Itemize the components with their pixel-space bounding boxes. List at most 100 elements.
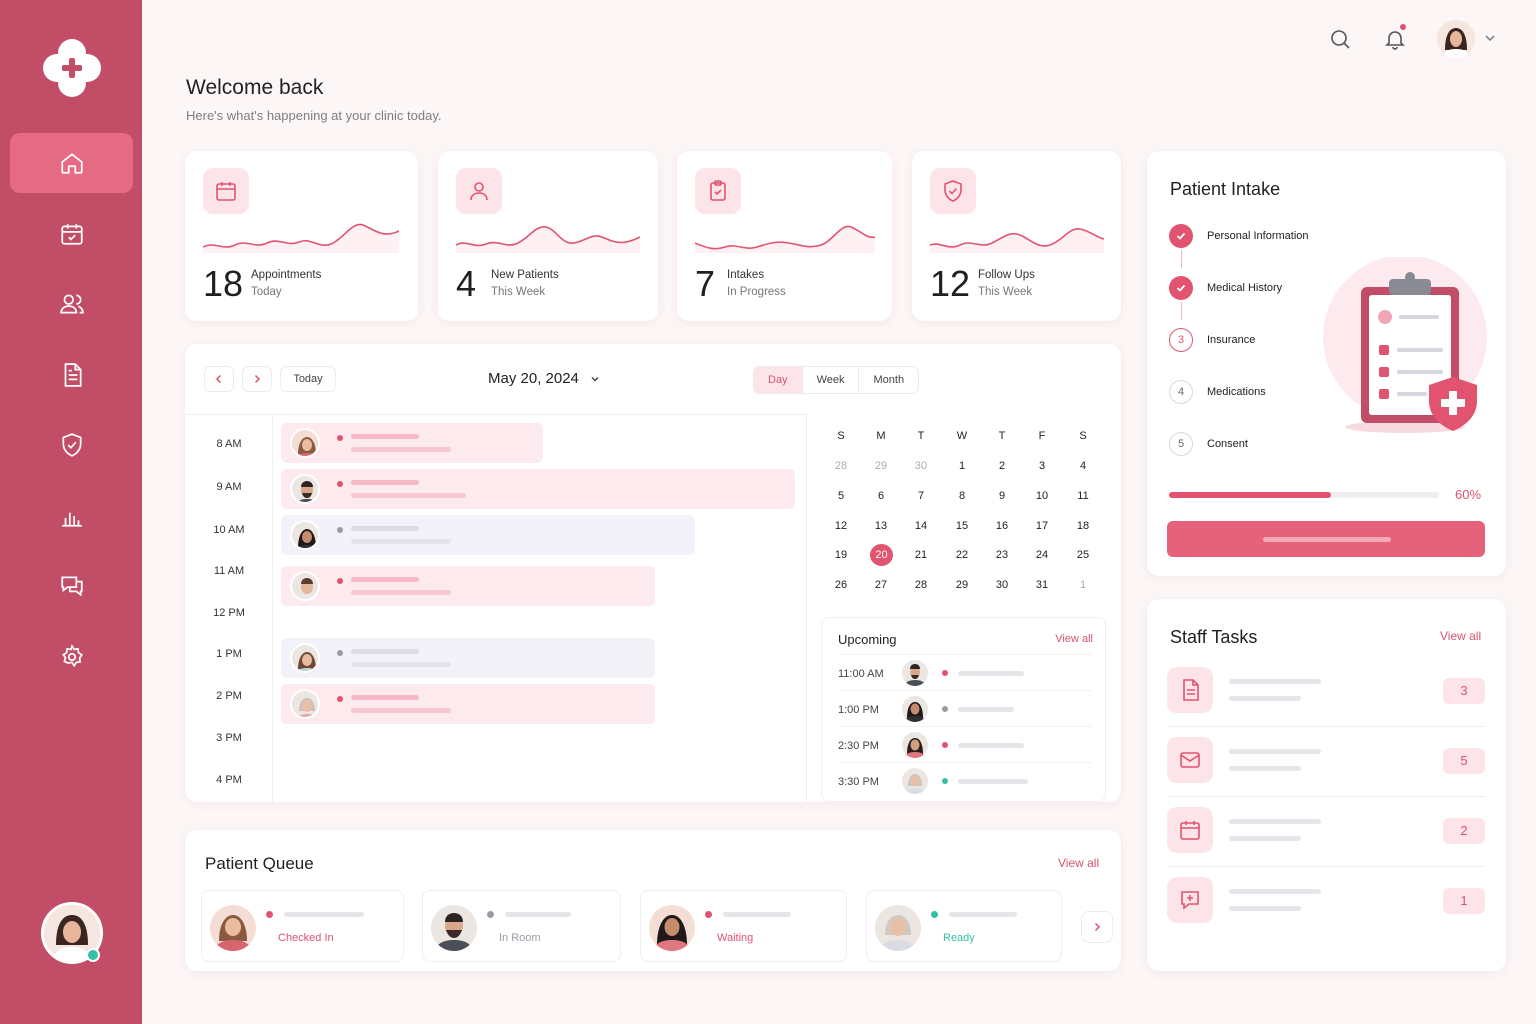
calendar-day[interactable]: 16 <box>995 520 1009 532</box>
calendar-day[interactable]: 24 <box>1035 549 1049 561</box>
continue-intake-button[interactable] <box>1167 521 1485 557</box>
intake-step[interactable]: 4 Medications <box>1169 380 1266 404</box>
task-item[interactable]: 1 <box>1167 867 1485 937</box>
calendar-day[interactable]: 30 <box>914 460 928 472</box>
chevron-down-icon[interactable] <box>1482 30 1498 46</box>
tab-month[interactable]: Month <box>858 367 918 393</box>
task-item[interactable]: 2 <box>1167 797 1485 867</box>
bar-chart-icon <box>61 512 82 527</box>
upcoming-view-all-link[interactable]: View all <box>1055 633 1093 645</box>
calendar-day[interactable]: 12 <box>834 520 848 532</box>
calendar-day-selected[interactable]: 20 <box>870 544 893 566</box>
intake-step[interactable]: Medical History <box>1169 276 1282 300</box>
stat-card-intakes[interactable]: 7 Intakes In Progress <box>677 151 892 321</box>
calendar-day[interactable]: 18 <box>1076 520 1090 532</box>
task-item[interactable]: 5 <box>1167 727 1485 797</box>
placeholder-bar <box>1229 696 1301 701</box>
calendar-day[interactable]: 30 <box>995 579 1009 591</box>
appointment-block[interactable] <box>281 566 655 606</box>
tab-day[interactable]: Day <box>754 367 802 393</box>
calendar-day[interactable]: 5 <box>837 490 845 502</box>
nav-reports[interactable] <box>10 486 133 546</box>
upcoming-item[interactable]: 2:30 PM <box>838 726 1092 762</box>
intake-step[interactable]: 5 Consent <box>1169 432 1248 456</box>
shield-check-icon <box>944 180 962 202</box>
calendar-day[interactable]: 23 <box>995 549 1009 561</box>
notifications-button[interactable] <box>1380 24 1410 54</box>
calendar-day[interactable]: 7 <box>917 490 925 502</box>
appointment-block[interactable] <box>281 515 695 555</box>
search-button[interactable] <box>1325 24 1355 54</box>
calendar-day[interactable]: 11 <box>1077 490 1089 502</box>
next-day-button[interactable] <box>242 366 272 392</box>
calendar-day[interactable]: 8 <box>958 490 966 502</box>
weekday-label: F <box>1038 430 1046 442</box>
stat-icon-box <box>203 168 249 214</box>
calendar-day[interactable]: 22 <box>955 549 969 561</box>
calendar-day[interactable]: 29 <box>874 460 888 472</box>
calendar-day[interactable]: 10 <box>1035 490 1049 502</box>
intake-step[interactable]: Personal Information <box>1169 224 1309 248</box>
page-subtitle: Here's what's happening at your clinic t… <box>186 108 442 123</box>
calendar-day[interactable]: 1 <box>1079 579 1087 591</box>
upcoming-item[interactable]: 3:30 PM <box>838 762 1092 798</box>
calendar-day[interactable]: 15 <box>955 520 969 532</box>
profile-avatar[interactable] <box>1437 20 1475 58</box>
tab-week[interactable]: Week <box>801 367 859 393</box>
staff-tasks-view-all-link[interactable]: View all <box>1440 629 1482 643</box>
nav-calendar[interactable] <box>10 204 133 264</box>
calendar-day[interactable]: 28 <box>834 460 848 472</box>
calendar-day[interactable]: 19 <box>834 549 848 561</box>
calendar-day[interactable]: 29 <box>955 579 969 591</box>
appointment-block[interactable] <box>281 684 655 724</box>
calendar-day[interactable]: 31 <box>1035 579 1049 591</box>
calendar-day[interactable]: 26 <box>834 579 848 591</box>
queue-view-all-link[interactable]: View all <box>1058 856 1100 870</box>
calendar-day[interactable]: 14 <box>914 520 928 532</box>
calendar-day[interactable]: 6 <box>877 490 885 502</box>
upcoming-item[interactable]: 1:00 PM <box>838 690 1092 726</box>
calendar-day[interactable]: 13 <box>874 520 888 532</box>
placeholder-bar <box>1229 836 1301 841</box>
time-label: 3 PM <box>216 732 242 744</box>
placeholder-bar <box>284 912 364 917</box>
queue-item[interactable]: Checked In <box>201 890 404 962</box>
today-button[interactable]: Today <box>280 366 336 392</box>
calendar-day[interactable]: 4 <box>1079 460 1087 472</box>
step-check-icon <box>1169 224 1193 248</box>
queue-item[interactable]: Ready <box>866 890 1062 962</box>
nav-home[interactable] <box>10 133 133 193</box>
nav-patients[interactable] <box>10 274 133 334</box>
calendar-day[interactable]: 1 <box>958 460 966 472</box>
nav-settings[interactable] <box>10 627 133 687</box>
nav-messages[interactable] <box>10 556 133 616</box>
calendar-day[interactable]: 21 <box>914 549 928 561</box>
calendar-day[interactable]: 25 <box>1076 549 1090 561</box>
calendar-day[interactable]: 2 <box>998 460 1006 472</box>
prev-day-button[interactable] <box>204 366 234 392</box>
calendar-day[interactable]: 17 <box>1035 520 1049 532</box>
nav-documents[interactable] <box>10 345 133 405</box>
task-item[interactable]: 3 <box>1167 657 1485 727</box>
queue-item[interactable]: In Room <box>422 890 621 962</box>
calendar-day[interactable]: 27 <box>874 579 888 591</box>
clinic-logo[interactable] <box>40 36 104 100</box>
calendar-day[interactable]: 9 <box>998 490 1006 502</box>
appointment-block[interactable] <box>281 423 543 463</box>
date-picker[interactable]: May 20, 2024 <box>488 370 601 387</box>
stat-card-appointments[interactable]: 18 Appointments Today <box>185 151 418 321</box>
queue-next-button[interactable] <box>1081 911 1113 943</box>
status-dot <box>337 435 343 441</box>
patient-avatar <box>210 905 256 951</box>
nav-insurance[interactable] <box>10 415 133 475</box>
intake-step[interactable]: 3 Insurance <box>1169 328 1255 352</box>
upcoming-item[interactable]: 11:00 AM <box>838 654 1092 690</box>
stat-card-follow-ups[interactable]: 12 Follow Ups This Week <box>912 151 1121 321</box>
calendar-day[interactable]: 28 <box>914 579 928 591</box>
calendar-day[interactable]: 3 <box>1038 460 1046 472</box>
queue-item[interactable]: Waiting <box>640 890 847 962</box>
stat-card-new-patients[interactable]: 4 New Patients This Week <box>438 151 658 321</box>
appointment-block[interactable] <box>281 638 655 678</box>
appointment-block[interactable] <box>281 469 795 509</box>
task-icon-box <box>1167 737 1213 783</box>
